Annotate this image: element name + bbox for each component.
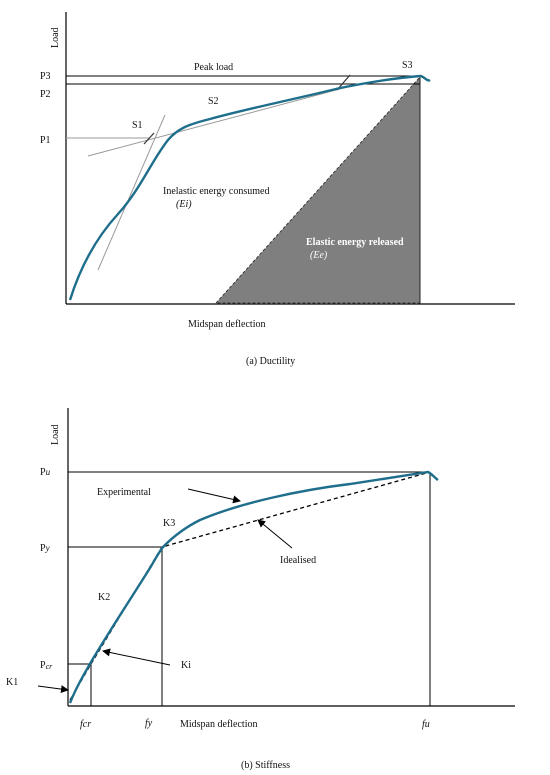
pu-label: Pu (40, 467, 51, 478)
pcr-label: Pcr (40, 660, 53, 671)
py-label: Py (40, 543, 50, 554)
k1-arrow (37, 685, 69, 694)
p2-label: P2 (40, 89, 51, 100)
elastic-energy-label: Elastic energy released (306, 237, 404, 248)
tangent-s1 (97, 114, 166, 271)
p1-label: P1 (40, 135, 51, 146)
peak-load-label: Peak load (194, 62, 233, 73)
idealised-label: Idealised (280, 555, 316, 566)
x-axis-label-a: Midspan deflection (188, 319, 265, 330)
load-axis-label-a: Load (50, 27, 61, 48)
idealised-line (69, 471, 431, 701)
inelastic-energy-label: Inelastic energy consumed (163, 186, 269, 197)
elastic-energy-symbol: (Ee) (310, 250, 328, 261)
ductility-panel: Load P3 P2 P1 Peak load S1 S2 S3 Inelast… (40, 12, 515, 367)
x-axis-label-b: Midspan deflection (180, 719, 257, 730)
experimental-arrow (187, 488, 241, 504)
fy-label: fy (145, 718, 153, 729)
p3-label: P3 (40, 71, 51, 82)
s2-label: S2 (208, 96, 219, 107)
fu-label: fu (422, 719, 430, 730)
fcr-label: fcr (80, 719, 91, 730)
s1-label: S1 (132, 120, 143, 131)
ki-arrow (102, 648, 171, 666)
k1-label: K1 (6, 677, 18, 688)
load-deflection-curve-b (68, 470, 439, 704)
ki-label: Ki (181, 660, 191, 671)
load-axis-label-b: Load (50, 424, 61, 445)
stiffness-panel: Load Pu Py Pcr Experimental Idealised K3… (6, 408, 515, 771)
k2-label: K2 (98, 592, 110, 603)
load-deflection-curve-a (68, 74, 431, 301)
intersection-mark-s1 (143, 132, 155, 145)
caption-b: (b) Stiffness (241, 760, 290, 771)
caption-a: (a) Ductility (246, 356, 295, 367)
k3-label: K3 (163, 518, 175, 529)
inelastic-energy-symbol: (Ei) (176, 199, 192, 210)
s3-label: S3 (402, 60, 413, 71)
experimental-label: Experimental (97, 487, 151, 498)
tangent-s2 (87, 84, 356, 157)
idealised-arrow (257, 519, 293, 549)
